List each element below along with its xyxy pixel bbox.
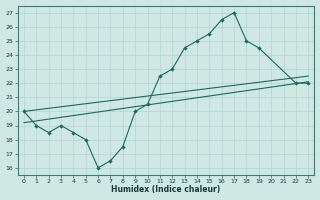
X-axis label: Humidex (Indice chaleur): Humidex (Indice chaleur) (111, 185, 221, 194)
